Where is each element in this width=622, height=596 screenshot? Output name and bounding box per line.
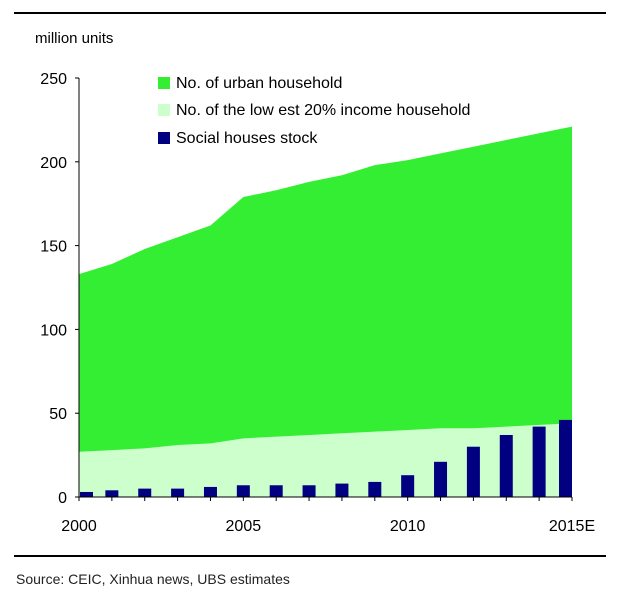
legend-swatch-3 (158, 132, 170, 144)
bar-social-houses-2001 (105, 490, 119, 497)
bar-social-houses-2006 (269, 485, 283, 497)
bar-social-houses-2003 (171, 488, 185, 497)
bar-social-houses-2008 (335, 483, 349, 497)
x-tick-label-2000: 2000 (61, 518, 97, 535)
bar-social-houses-2009 (368, 481, 382, 497)
bottom-rule (14, 555, 606, 557)
area-no-of-the-low-est-20-income-household (79, 423, 572, 497)
x-tick-label-2010: 2010 (390, 518, 426, 535)
area-no-of-urban-household (79, 126, 572, 497)
y-tick-label-200: 200 (40, 155, 67, 172)
legend-label-1: No. of urban household (176, 75, 342, 92)
y-tick-label-100: 100 (40, 322, 67, 339)
y-axis-unit-label: million units (35, 30, 113, 47)
bar-social-houses-2012 (466, 446, 480, 497)
bar-social-houses-2002 (138, 488, 152, 497)
legend-label-2: No. of the low est 20% income household (176, 102, 470, 119)
area-series-group (79, 126, 572, 497)
bar-social-houses-2000 (80, 491, 93, 497)
bar-social-houses-2014 (532, 426, 546, 497)
x-tick-label-2005: 2005 (226, 518, 262, 535)
y-tick-label-50: 50 (49, 406, 67, 423)
bar-social-houses-2005 (236, 485, 250, 497)
source-note: Source: CEIC, Xinhua news, UBS estimates (16, 571, 290, 587)
legend-swatch-2 (158, 104, 170, 116)
y-tick-label-250: 250 (40, 71, 67, 88)
legend-label-3: Social houses stock (176, 130, 318, 147)
legend-swatch-1 (158, 77, 170, 89)
bar-social-houses-2011 (434, 461, 448, 497)
y-tick-label-0: 0 (58, 490, 67, 507)
x-tick-label-2015e: 2015E (549, 518, 595, 535)
legend: No. of urban household No. of the low est… (158, 75, 470, 147)
bar-social-houses-2004 (203, 486, 217, 497)
axes-group: 0 50 100 150 200 250 2000 2005 2010 2015E (40, 71, 595, 535)
bar-social-houses-2010 (401, 475, 415, 497)
y-tick-label-150: 150 (40, 239, 67, 256)
top-rule (14, 12, 606, 14)
bar-social-houses-2013 (499, 434, 513, 497)
bar-series-group (80, 419, 572, 497)
bar-social-houses-2015 (559, 419, 572, 497)
bar-social-houses-2007 (302, 485, 316, 497)
